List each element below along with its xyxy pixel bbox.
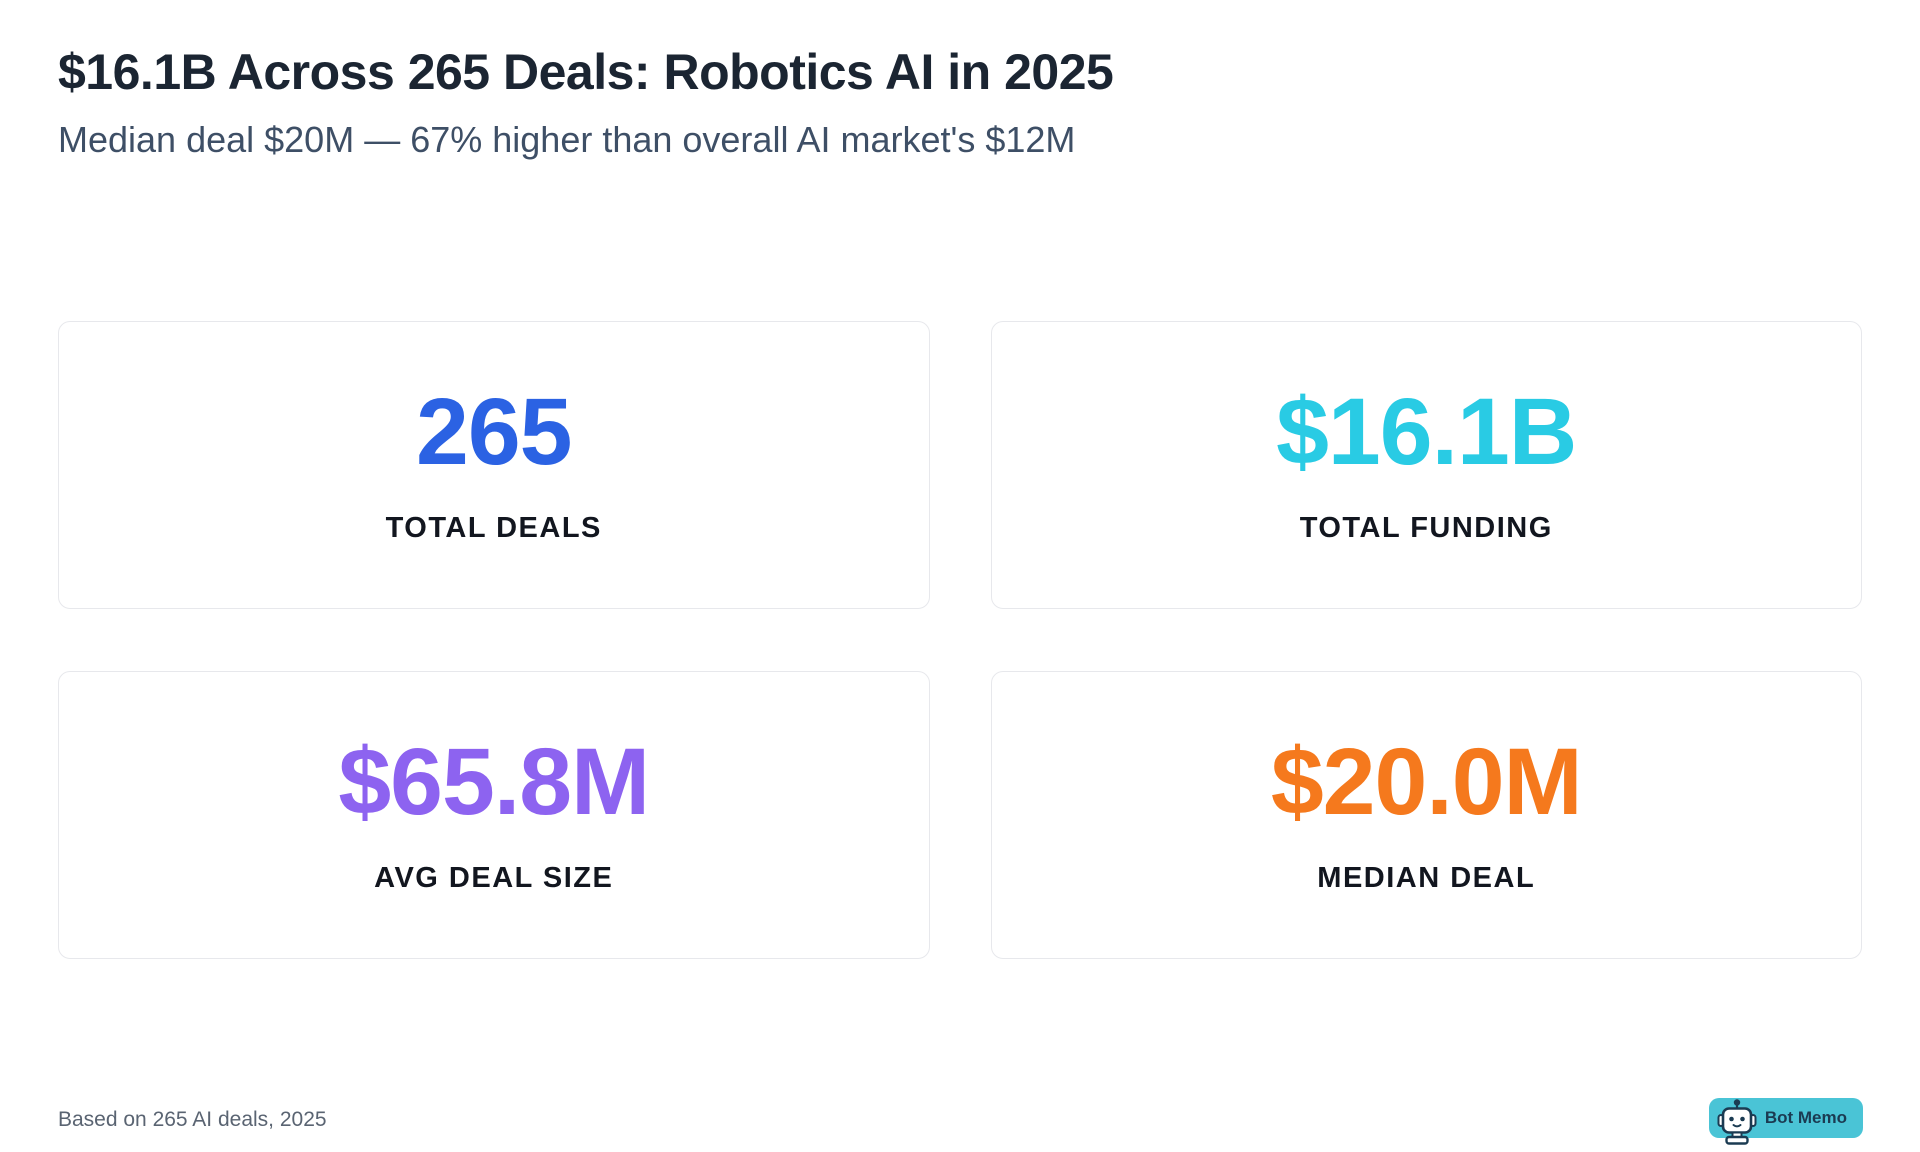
bot-memo-label: Bot Memo [1764,1108,1847,1127]
page-title: $16.1B Across 265 Deals: Robotics AI in … [58,44,1114,100]
stat-card-avg-deal-size: $65.8M AVG DEAL SIZE [58,670,930,959]
stat-value-median-deal: $20.0M [1270,728,1583,835]
footer: Based on 265 AI deals, 2025 Bot Memo [58,1098,1863,1145]
stat-label-median-deal: MEDIAN DEAL [1317,861,1536,894]
page-subtitle: Median deal $20M — 67% higher than overa… [58,118,1076,160]
robot-icon [1717,1098,1757,1145]
stat-value-total-deals: 265 [415,378,573,485]
stat-card-total-deals: 265 TOTAL DEALS [58,320,930,609]
stat-value-total-funding: $16.1B [1276,378,1577,485]
stat-value-avg-deal-size: $65.8M [338,728,650,835]
stat-label-total-funding: TOTAL FUNDING [1299,511,1553,544]
stat-label-total-deals: TOTAL DEALS [385,511,602,544]
stat-card-median-deal: $20.0M MEDIAN DEAL [990,670,1862,959]
stat-card-total-funding: $16.1B TOTAL FUNDING [990,320,1862,609]
stat-label-avg-deal-size: AVG DEAL SIZE [374,861,614,894]
footnote-text: Based on 265 AI deals, 2025 [58,1108,327,1131]
stats-grid: 265 TOTAL DEALS $16.1B TOTAL FUNDING $65… [58,320,1862,959]
bot-memo-badge[interactable]: Bot Memo [1708,1098,1863,1145]
